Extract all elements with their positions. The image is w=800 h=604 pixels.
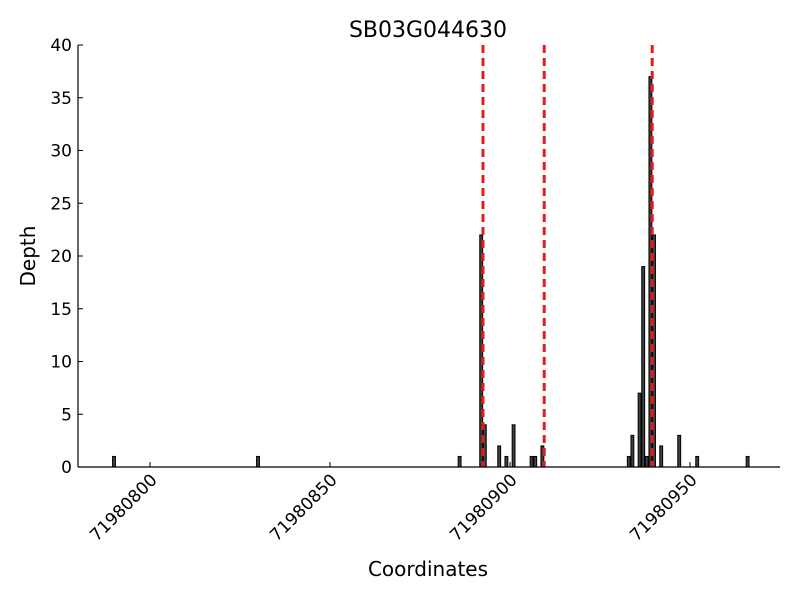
bar: [641, 266, 646, 468]
y-tick-label: 15: [50, 300, 72, 320]
bar: [533, 455, 538, 468]
x-tick-label: 71980900: [446, 470, 521, 545]
y-tick-label: 25: [50, 194, 72, 214]
bar: [529, 455, 534, 468]
y-axis-label: Depth: [16, 226, 40, 287]
bar: [511, 424, 516, 468]
bar: [644, 455, 649, 468]
y-tick-label: 40: [50, 36, 72, 56]
bar: [457, 455, 462, 468]
bar: [630, 434, 635, 468]
bar: [626, 455, 631, 468]
bar: [497, 445, 502, 468]
chart-title: SB03G044630: [349, 18, 507, 43]
bar: [256, 455, 260, 468]
y-tick-label: 0: [61, 458, 72, 478]
bar: [659, 445, 664, 468]
x-axis-label: Coordinates: [368, 557, 488, 581]
y-tick-label: 5: [61, 405, 72, 425]
x-tick-label: 71980950: [626, 470, 701, 545]
y-tick-label: 35: [50, 89, 72, 109]
x-tick-label: 71980850: [266, 470, 341, 545]
bar: [112, 455, 116, 468]
y-tick-label: 30: [50, 142, 72, 162]
bar: [504, 455, 509, 468]
bar: [637, 392, 642, 468]
y-tick-label: 10: [50, 353, 72, 373]
bar: [695, 455, 700, 468]
bar: [482, 424, 487, 468]
y-tick-label: 20: [50, 247, 72, 267]
bar: [677, 434, 682, 468]
bar: [745, 455, 750, 468]
x-tick-label: 71980800: [86, 470, 161, 545]
